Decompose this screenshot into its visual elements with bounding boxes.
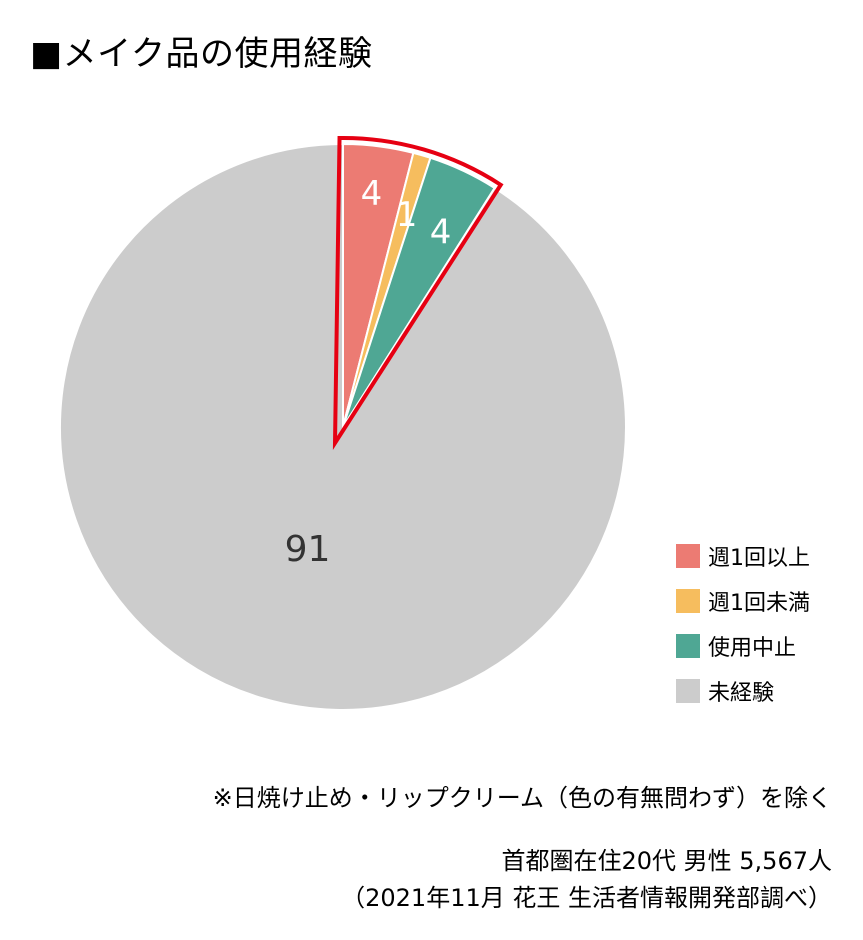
- data-label-weekly-plus: 4: [361, 174, 383, 214]
- legend-label: 未経験: [708, 681, 775, 706]
- legend-swatch: [676, 544, 700, 568]
- chart-title: ■メイク品の使用経験: [30, 34, 373, 74]
- legend-swatch: [676, 589, 700, 613]
- legend-item-never-used: 未経験: [676, 679, 810, 706]
- legend-label: 使用中止: [708, 636, 797, 661]
- highlight-border: [332, 136, 504, 450]
- highlight-outline: [332, 136, 504, 450]
- data-labels: 41 4 91: [285, 174, 452, 570]
- data-label-stopped-using: 4: [430, 212, 452, 252]
- survey-sample: 首都圏在住20代 男性 5,567人: [501, 847, 832, 875]
- legend-swatch: [676, 634, 700, 658]
- legend-swatch: [676, 679, 700, 703]
- legend-label: 週1回未満: [708, 591, 810, 616]
- footnote: ※日焼け止め・リップクリーム（色の有無問わず）を除く: [212, 784, 832, 812]
- legend-item-stopped-using: 使用中止: [676, 634, 810, 661]
- legend-item-weekly-plus: 週1回以上: [676, 544, 810, 571]
- legend-item-less-than-weekly: 週1回未満: [676, 589, 810, 616]
- legend: 週1回以上 週1回未満 使用中止 未経験: [676, 544, 810, 724]
- data-label-never-used: 91: [285, 529, 331, 570]
- survey-source: （2021年11月 花王 生活者情報開発部調べ）: [341, 884, 832, 912]
- data-label-less-than-weekly: 1: [396, 195, 418, 235]
- legend-label: 週1回以上: [708, 546, 810, 571]
